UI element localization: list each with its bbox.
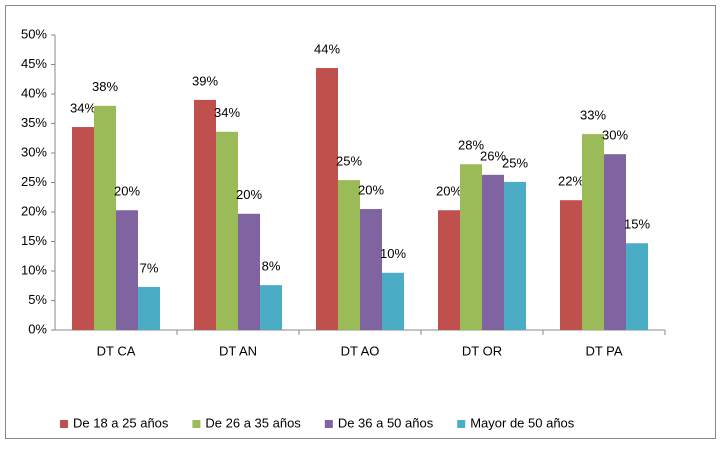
bar xyxy=(216,131,238,330)
y-tick-label: 35% xyxy=(21,115,47,130)
value-label: 20% xyxy=(358,182,384,197)
value-label: 26% xyxy=(480,148,506,163)
y-tick-label: 15% xyxy=(21,233,47,248)
bar xyxy=(72,127,94,330)
bar xyxy=(194,99,216,331)
bar xyxy=(238,213,260,330)
bar xyxy=(438,210,460,330)
value-label: 20% xyxy=(436,184,462,199)
legend-label: De 36 a 50 años xyxy=(338,415,434,430)
x-tick-label: DT AN xyxy=(219,343,257,358)
value-label: 15% xyxy=(624,217,650,232)
value-label: 44% xyxy=(314,41,340,56)
value-label: 25% xyxy=(336,154,362,169)
y-tick-label: 25% xyxy=(21,174,47,189)
bar xyxy=(482,174,504,330)
value-label: 20% xyxy=(236,187,262,202)
bar xyxy=(460,164,482,330)
value-label: 25% xyxy=(502,155,528,170)
x-tick-label: DT CA xyxy=(97,343,136,358)
bar xyxy=(560,200,582,330)
y-tick-label: 20% xyxy=(21,203,47,218)
y-tick-label: 10% xyxy=(21,262,47,277)
y-tick-label: 40% xyxy=(21,85,47,100)
value-label: 10% xyxy=(380,246,406,261)
bar xyxy=(94,105,116,330)
value-label: 34% xyxy=(70,100,96,115)
legend-swatch xyxy=(60,420,68,428)
bar xyxy=(260,285,282,330)
value-label: 38% xyxy=(92,79,118,94)
legend-swatch xyxy=(324,420,333,428)
x-tick-label: DT AO xyxy=(341,343,380,358)
value-label: 33% xyxy=(580,108,606,123)
value-label: 8% xyxy=(262,259,281,274)
x-tick-label: DT PA xyxy=(585,343,622,358)
value-label: 20% xyxy=(114,184,140,199)
value-label: 30% xyxy=(602,128,628,143)
y-tick-label: 30% xyxy=(21,144,47,159)
value-label: 22% xyxy=(558,174,584,189)
legend-label: Mayor de 50 años xyxy=(470,415,575,430)
bar xyxy=(360,209,382,330)
bar xyxy=(138,286,160,330)
legend-label: De 26 a 35 años xyxy=(205,415,301,430)
bar xyxy=(504,181,526,330)
bar xyxy=(116,210,138,330)
y-tick-label: 5% xyxy=(28,292,47,307)
value-label: 34% xyxy=(214,105,240,120)
y-tick-label: 50% xyxy=(21,26,47,41)
value-label: 39% xyxy=(192,73,218,88)
value-label: 7% xyxy=(140,260,159,275)
bar xyxy=(582,134,604,330)
y-tick-label: 0% xyxy=(28,321,47,336)
legend-swatch xyxy=(457,420,466,428)
value-label: 28% xyxy=(458,138,484,153)
bar xyxy=(382,272,404,330)
bar xyxy=(316,68,338,330)
x-tick-label: DT OR xyxy=(462,343,502,358)
legend-label: De 18 a 25 años xyxy=(73,415,169,430)
bar xyxy=(626,243,648,330)
bar xyxy=(604,154,626,330)
bar xyxy=(338,180,360,330)
legend-swatch xyxy=(192,420,201,428)
y-tick-label: 45% xyxy=(21,56,47,71)
